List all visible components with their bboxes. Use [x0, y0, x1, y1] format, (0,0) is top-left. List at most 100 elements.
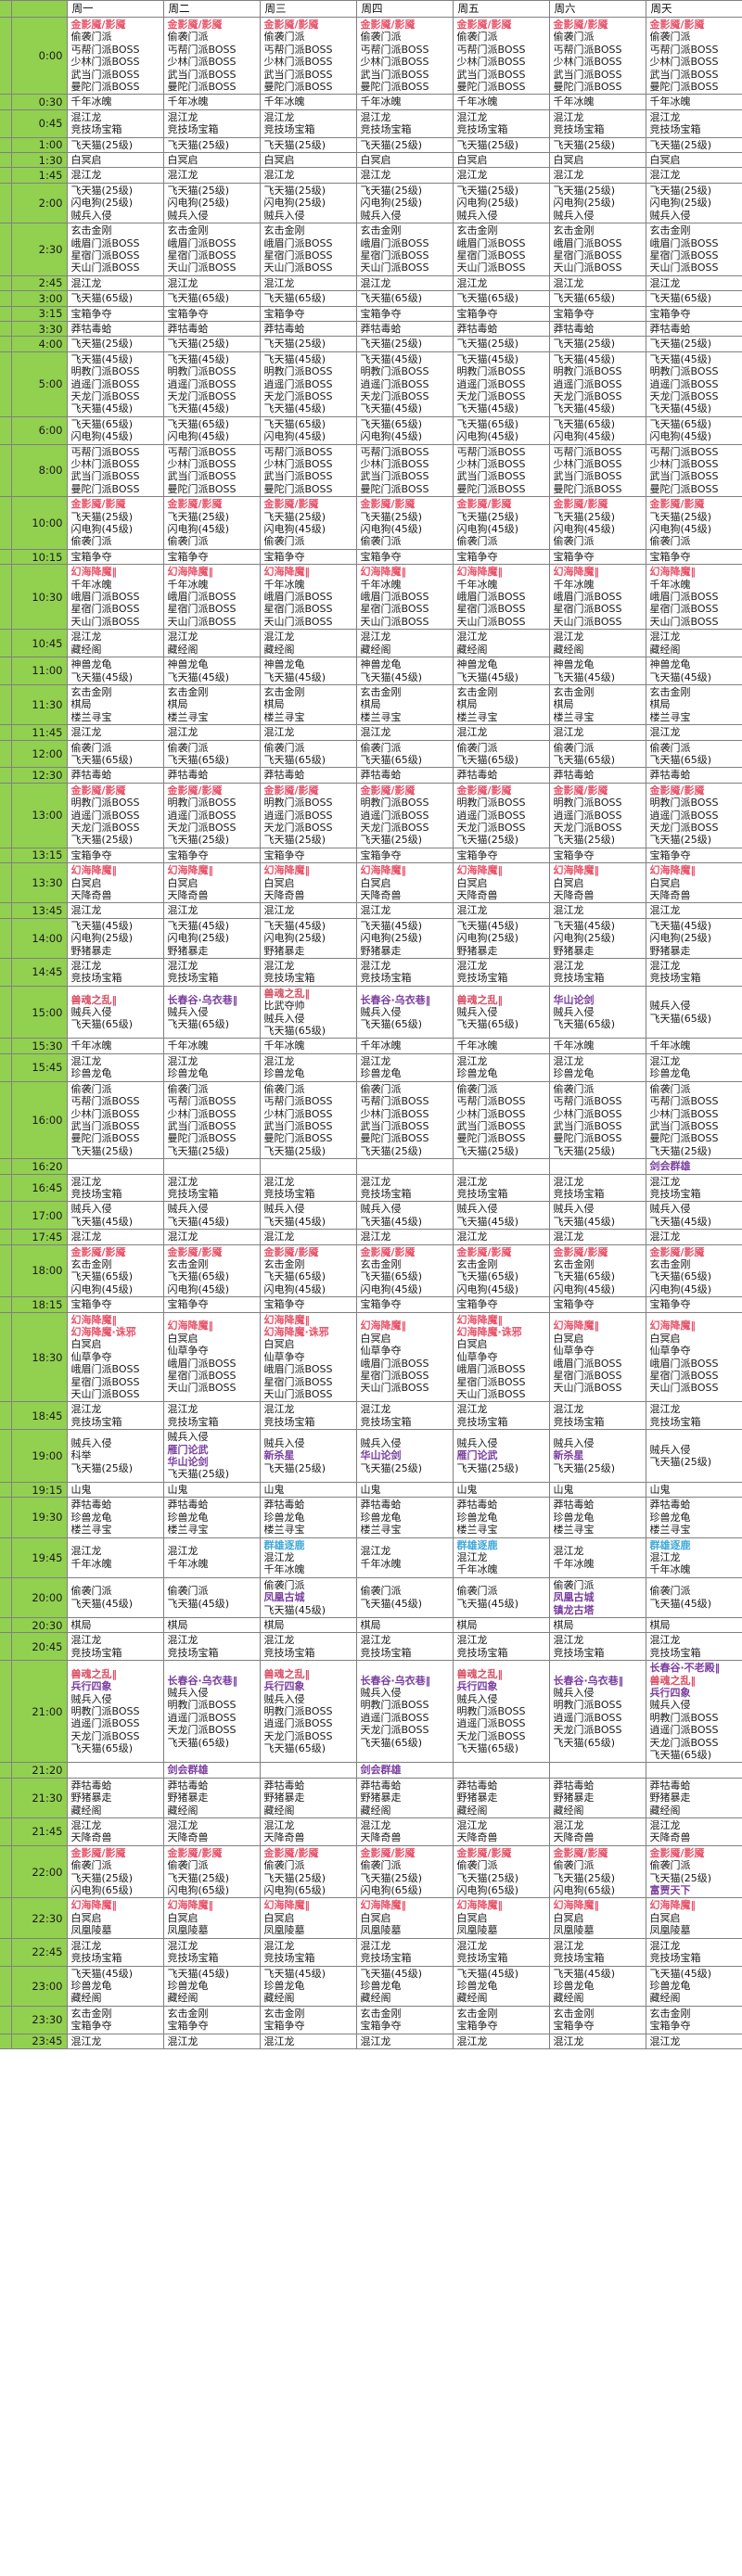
event-cell[interactable]: 莽牯毒蛤 野猪暴走 藏经阁 — [548, 1777, 646, 1819]
event-cell[interactable]: 飞天猫(65级) 闪电狗(45级) — [452, 415, 550, 445]
event-cell[interactable]: 混江龙 — [66, 2033, 164, 2049]
event-cell[interactable]: 剑会群雄 — [645, 1158, 742, 1175]
event-cell[interactable]: 莽牯毒蛤 — [162, 767, 261, 784]
event-cell[interactable]: 宝箱争夺 — [548, 305, 646, 322]
event-cell[interactable]: 莽牯毒蛤 珍兽龙龟 楼兰寻宝 — [645, 1497, 742, 1538]
event-cell[interactable]: 混江龙 天降奇兽 — [259, 1817, 357, 1846]
event-cell[interactable]: 金影魇/影魇 玄击金刚 飞天猫(65级) 闪电狗(45级) — [548, 1243, 646, 1298]
event-cell[interactable]: 宝箱争夺 — [66, 847, 164, 864]
event-cell[interactable]: 飞天猫(25级) — [548, 336, 646, 352]
event-cell[interactable]: 混江龙 竞技场宝箱 — [645, 1937, 742, 1967]
event-cell[interactable]: 偷袭门派 飞天猫(65级) — [259, 739, 357, 769]
event-cell[interactable]: 幻海降魔‖ 白冥启 仙草争夺 峨眉门派BOSS 星宿门派BOSS 天山门派BOSS — [548, 1311, 646, 1403]
event-cell[interactable]: 幻海降魔‖ 白冥启 凤凰陵墓 — [259, 1897, 357, 1939]
event-cell[interactable]: 长春谷·乌衣巷‖ 贼兵入侵 飞天猫(65级) — [162, 985, 261, 1039]
event-cell[interactable]: 飞天猫(25级) 闪电狗(25级) 贼兵入侵 — [645, 182, 742, 224]
event-cell[interactable]: 混江龙 — [259, 1229, 357, 1245]
event-cell[interactable]: 棋局 — [645, 1616, 742, 1634]
event-cell[interactable]: 玄击金刚 宝箱争夺 — [355, 2005, 454, 2034]
event-cell[interactable]: 金影魇/影魇 明教门派BOSS 逍遥门派BOSS 天龙门派BOSS 飞天猫(25级) — [162, 782, 261, 848]
event-cell[interactable]: 千年冰魄 — [548, 1038, 646, 1054]
event-cell[interactable]: 飞天猫(25级) — [355, 136, 454, 154]
event-cell[interactable]: 混江龙 藏经阁 — [355, 629, 454, 658]
event-cell[interactable]: 混江龙 竞技场宝箱 — [355, 108, 454, 138]
event-cell[interactable]: 宝箱争夺 — [355, 305, 454, 322]
event-cell[interactable]: 飞天猫(25级) 闪电狗(25级) 贼兵入侵 — [259, 182, 357, 224]
event-cell[interactable]: 玄击金刚 棋局 楼兰寻宝 — [355, 683, 454, 726]
event-cell[interactable] — [452, 1762, 550, 1779]
event-cell[interactable]: 飞天猫(25级) — [259, 136, 357, 154]
event-cell[interactable]: 飞天猫(65级) — [259, 290, 357, 307]
event-cell[interactable]: 混江龙 竞技场宝箱 — [259, 1937, 357, 1967]
event-cell[interactable]: 玄击金刚 宝箱争夺 — [548, 2005, 646, 2034]
event-cell[interactable]: 混江龙 天降奇兽 — [452, 1817, 550, 1846]
event-cell[interactable]: 飞天猫(25级) — [66, 136, 164, 154]
event-cell[interactable]: 宝箱争夺 — [548, 1296, 646, 1313]
event-cell[interactable]: 飞天猫(45级) 珍兽龙龟 藏经阁 — [645, 1965, 742, 2007]
event-cell[interactable]: 混江龙 天降奇兽 — [355, 1817, 454, 1846]
event-cell[interactable]: 混江龙 — [452, 167, 550, 184]
event-cell[interactable]: 金影魇/影魇 偷袭门派 丐帮门派BOSS 少林门派BOSS 武当门派BOSS 曼陀门派BO… — [355, 16, 454, 96]
event-cell[interactable]: 偷袭门派 丐帮门派BOSS 少林门派BOSS 武当门派BOSS 曼陀门派BOSS 飞天猫(… — [355, 1080, 454, 1160]
event-cell[interactable]: 宝箱争夺 — [355, 548, 454, 566]
event-cell[interactable]: 金影魇/影魇 偷袭门派 丐帮门派BOSS 少林门派BOSS 武当门派BOSS 曼陀门派BO… — [162, 16, 261, 96]
event-cell[interactable]: 玄击金刚 峨眉门派BOSS 星宿门派BOSS 天山门派BOSS — [645, 223, 742, 276]
event-cell[interactable]: 混江龙 藏经阁 — [452, 629, 550, 658]
event-cell[interactable]: 玄击金刚 宝箱争夺 — [162, 2005, 261, 2034]
event-cell[interactable]: 飞天猫(45级) 闪电狗(25级) 野猪暴走 — [66, 917, 164, 960]
event-cell[interactable]: 白冥启 — [66, 152, 164, 169]
event-cell[interactable]: 莽牯毒蛤 — [548, 320, 646, 338]
event-cell[interactable]: 千年冰魄 — [645, 1038, 742, 1054]
event-cell[interactable]: 混江龙 — [66, 724, 164, 741]
event-cell[interactable]: 幻海降魔‖ 白冥启 凤凰陵墓 — [645, 1897, 742, 1939]
event-cell[interactable]: 幻海降魔‖ 千年冰魄 峨眉门派BOSS 星宿门派BOSS 天山门派BOSS — [548, 564, 646, 631]
event-cell[interactable]: 千年冰魄 — [66, 1038, 164, 1054]
event-cell[interactable]: 贼兵入侵 飞天猫(45级) — [355, 1201, 454, 1231]
event-cell[interactable]: 千年冰魄 — [548, 94, 646, 110]
event-cell[interactable]: 混江龙 — [452, 902, 550, 919]
event-cell[interactable]: 幻海降魔‖ 千年冰魄 峨眉门派BOSS 星宿门派BOSS 天山门派BOSS — [162, 564, 261, 631]
event-cell[interactable] — [66, 1762, 164, 1779]
event-cell[interactable]: 神兽龙龟 飞天猫(45级) — [162, 657, 261, 685]
event-cell[interactable]: 飞天猫(25级) 闪电狗(25级) 贼兵入侵 — [548, 182, 646, 224]
event-cell[interactable]: 偷袭门派 丐帮门派BOSS 少林门派BOSS 武当门派BOSS 曼陀门派BOSS 飞天猫(… — [645, 1080, 742, 1160]
event-cell[interactable]: 混江龙 — [259, 902, 357, 919]
event-cell[interactable]: 山鬼 — [66, 1481, 164, 1498]
event-cell[interactable]: 长春谷·乌衣巷‖ 贼兵入侵 明教门派BOSS 逍遥门派BOSS 天龙门派BOSS 飞天猫(… — [162, 1660, 261, 1764]
event-cell[interactable]: 金影魇/影魇 飞天猫(25级) 闪电狗(45级) 偷袭门派 — [548, 496, 646, 550]
event-cell[interactable]: 幻海降魔‖ 白冥启 仙草争夺 峨眉门派BOSS 星宿门派BOSS 天山门派BOSS — [645, 1311, 742, 1403]
event-cell[interactable]: 金影魇/影魇 明教门派BOSS 逍遥门派BOSS 天龙门派BOSS 飞天猫(25级) — [548, 782, 646, 848]
event-cell[interactable]: 飞天猫(45级) 明教门派BOSS 逍遥门派BOSS 天龙门派BOSS 飞天猫(45级) — [355, 351, 454, 417]
event-cell[interactable]: 莽牯毒蛤 — [452, 320, 550, 338]
event-cell[interactable]: 千年冰魄 — [452, 94, 550, 110]
event-cell[interactable]: 混江龙 竞技场宝箱 — [355, 1401, 454, 1431]
event-cell[interactable]: 宝箱争夺 — [355, 847, 454, 864]
event-cell[interactable]: 飞天猫(45级) 明教门派BOSS 逍遥门派BOSS 天龙门派BOSS 飞天猫(45级) — [645, 351, 742, 417]
event-cell[interactable]: 混江龙 — [452, 274, 550, 292]
event-cell[interactable]: 剑会群雄 — [162, 1762, 261, 1779]
event-cell[interactable]: 神兽龙龟 飞天猫(45级) — [548, 657, 646, 685]
event-cell[interactable]: 飞天猫(25级) — [162, 336, 261, 352]
event-cell[interactable]: 混江龙 — [162, 902, 261, 919]
event-cell[interactable]: 幻海降魔‖ 白冥启 天降奇兽 — [645, 862, 742, 904]
event-cell[interactable]: 莽牯毒蛤 — [645, 320, 742, 338]
event-cell[interactable]: 莽牯毒蛤 野猪暴走 藏经阁 — [645, 1777, 742, 1819]
event-cell[interactable]: 金影魇/影魇 飞天猫(25级) 闪电狗(45级) 偷袭门派 — [66, 496, 164, 550]
event-cell[interactable]: 神兽龙龟 飞天猫(45级) — [355, 657, 454, 685]
event-cell[interactable]: 幻海降魔‖ 白冥启 凤凰陵墓 — [66, 1897, 164, 1939]
event-cell[interactable]: 千年冰魄 — [259, 94, 357, 110]
event-cell[interactable]: 千年冰魄 — [452, 1038, 550, 1054]
event-cell[interactable]: 混江龙 竞技场宝箱 — [66, 108, 164, 138]
event-cell[interactable]: 幻海降魔‖ 白冥启 仙草争夺 峨眉门派BOSS 星宿门派BOSS 天山门派BOSS — [355, 1311, 454, 1403]
event-cell[interactable]: 混江龙 竞技场宝箱 — [355, 1632, 454, 1662]
event-cell[interactable]: 玄击金刚 棋局 楼兰寻宝 — [66, 683, 164, 726]
event-cell[interactable]: 莽牯毒蛤 野猪暴走 藏经阁 — [452, 1777, 550, 1819]
event-cell[interactable]: 偷袭门派 丐帮门派BOSS 少林门派BOSS 武当门派BOSS 曼陀门派BOSS 飞天猫(… — [259, 1080, 357, 1160]
event-cell[interactable]: 偷袭门派 飞天猫(65级) — [355, 739, 454, 769]
event-cell[interactable]: 莽牯毒蛤 野猪暴走 藏经阁 — [259, 1777, 357, 1819]
event-cell[interactable]: 玄击金刚 棋局 楼兰寻宝 — [259, 683, 357, 726]
event-cell[interactable]: 偷袭门派 丐帮门派BOSS 少林门派BOSS 武当门派BOSS 曼陀门派BOSS 飞天猫(… — [452, 1080, 550, 1160]
event-cell[interactable]: 混江龙 — [452, 2033, 550, 2049]
event-cell[interactable]: 宝箱争夺 — [548, 548, 646, 566]
event-cell[interactable]: 飞天猫(45级) 珍兽龙龟 藏经阁 — [259, 1965, 357, 2007]
